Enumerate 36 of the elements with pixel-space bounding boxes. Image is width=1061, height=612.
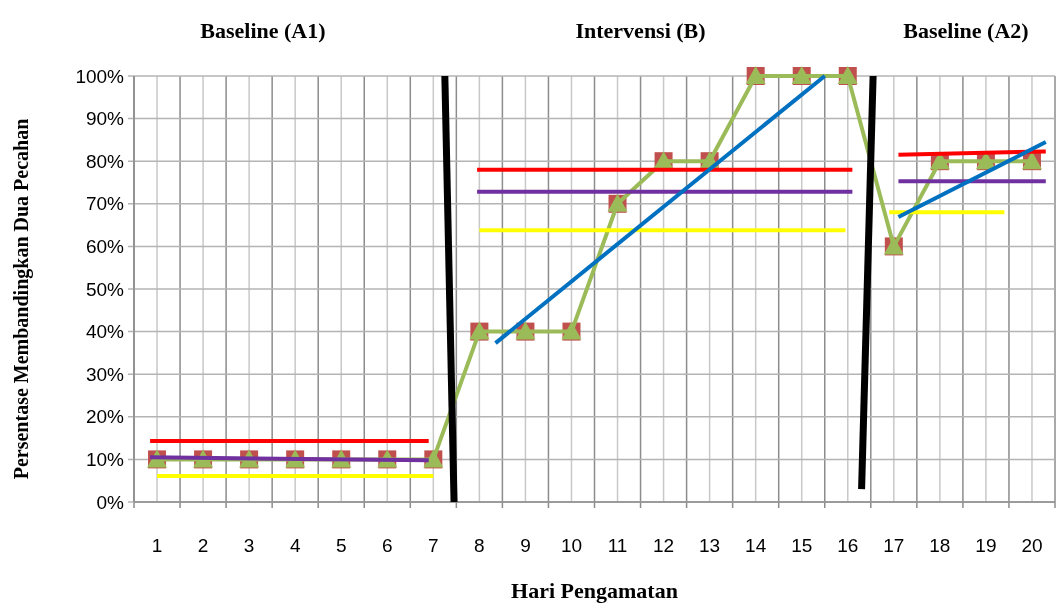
x-tick-label: 10 xyxy=(560,535,583,556)
y-tick-label: 50% xyxy=(85,278,125,300)
y-tick-label: 90% xyxy=(85,108,125,130)
x-tick-label: 6 xyxy=(381,535,393,556)
x-tick-label: 16 xyxy=(837,535,859,556)
x-tick-label: 11 xyxy=(607,535,628,556)
y-tick-label: 0% xyxy=(96,491,125,513)
x-tick-label: 4 xyxy=(289,535,301,556)
x-tick-label: 8 xyxy=(474,535,485,556)
text: Baseline (A1) xyxy=(200,18,326,43)
x-tick-label: 15 xyxy=(791,535,813,556)
x-tick-label: 18 xyxy=(929,535,951,556)
x-tick-label: 3 xyxy=(243,535,255,556)
x-tick-label: 5 xyxy=(335,535,347,556)
y-tick-label: 10% xyxy=(85,449,125,471)
x-tick-label: 12 xyxy=(653,535,675,556)
y-tick-label: 40% xyxy=(85,321,125,343)
x-tick-label: 2 xyxy=(197,535,209,556)
y-tick-label: 80% xyxy=(85,150,125,172)
x-tick-label: 17 xyxy=(883,535,905,556)
x-tick-label: 1 xyxy=(151,535,163,556)
x-tick-label: 7 xyxy=(428,535,439,556)
x-tick-label: 19 xyxy=(975,535,997,556)
x-axis-title: Hari Pengamatan xyxy=(511,578,678,603)
y-tick-label: 100% xyxy=(75,65,125,87)
x-tick-label: 14 xyxy=(745,535,767,556)
y-tick-label: 20% xyxy=(85,406,125,428)
y-tick-label: 30% xyxy=(85,363,125,385)
x-tick-label: 13 xyxy=(699,535,721,556)
x-tick-label: 9 xyxy=(520,535,531,556)
text: Intervensi (B) xyxy=(575,18,706,43)
y-axis-title: Persentase Membandingkan Dua Pecahan xyxy=(10,118,33,480)
y-tick-label: 60% xyxy=(85,236,125,258)
text: Baseline (A2) xyxy=(903,18,1029,43)
x-tick-label: 20 xyxy=(1021,535,1043,556)
y-tick-label: 70% xyxy=(85,193,125,215)
